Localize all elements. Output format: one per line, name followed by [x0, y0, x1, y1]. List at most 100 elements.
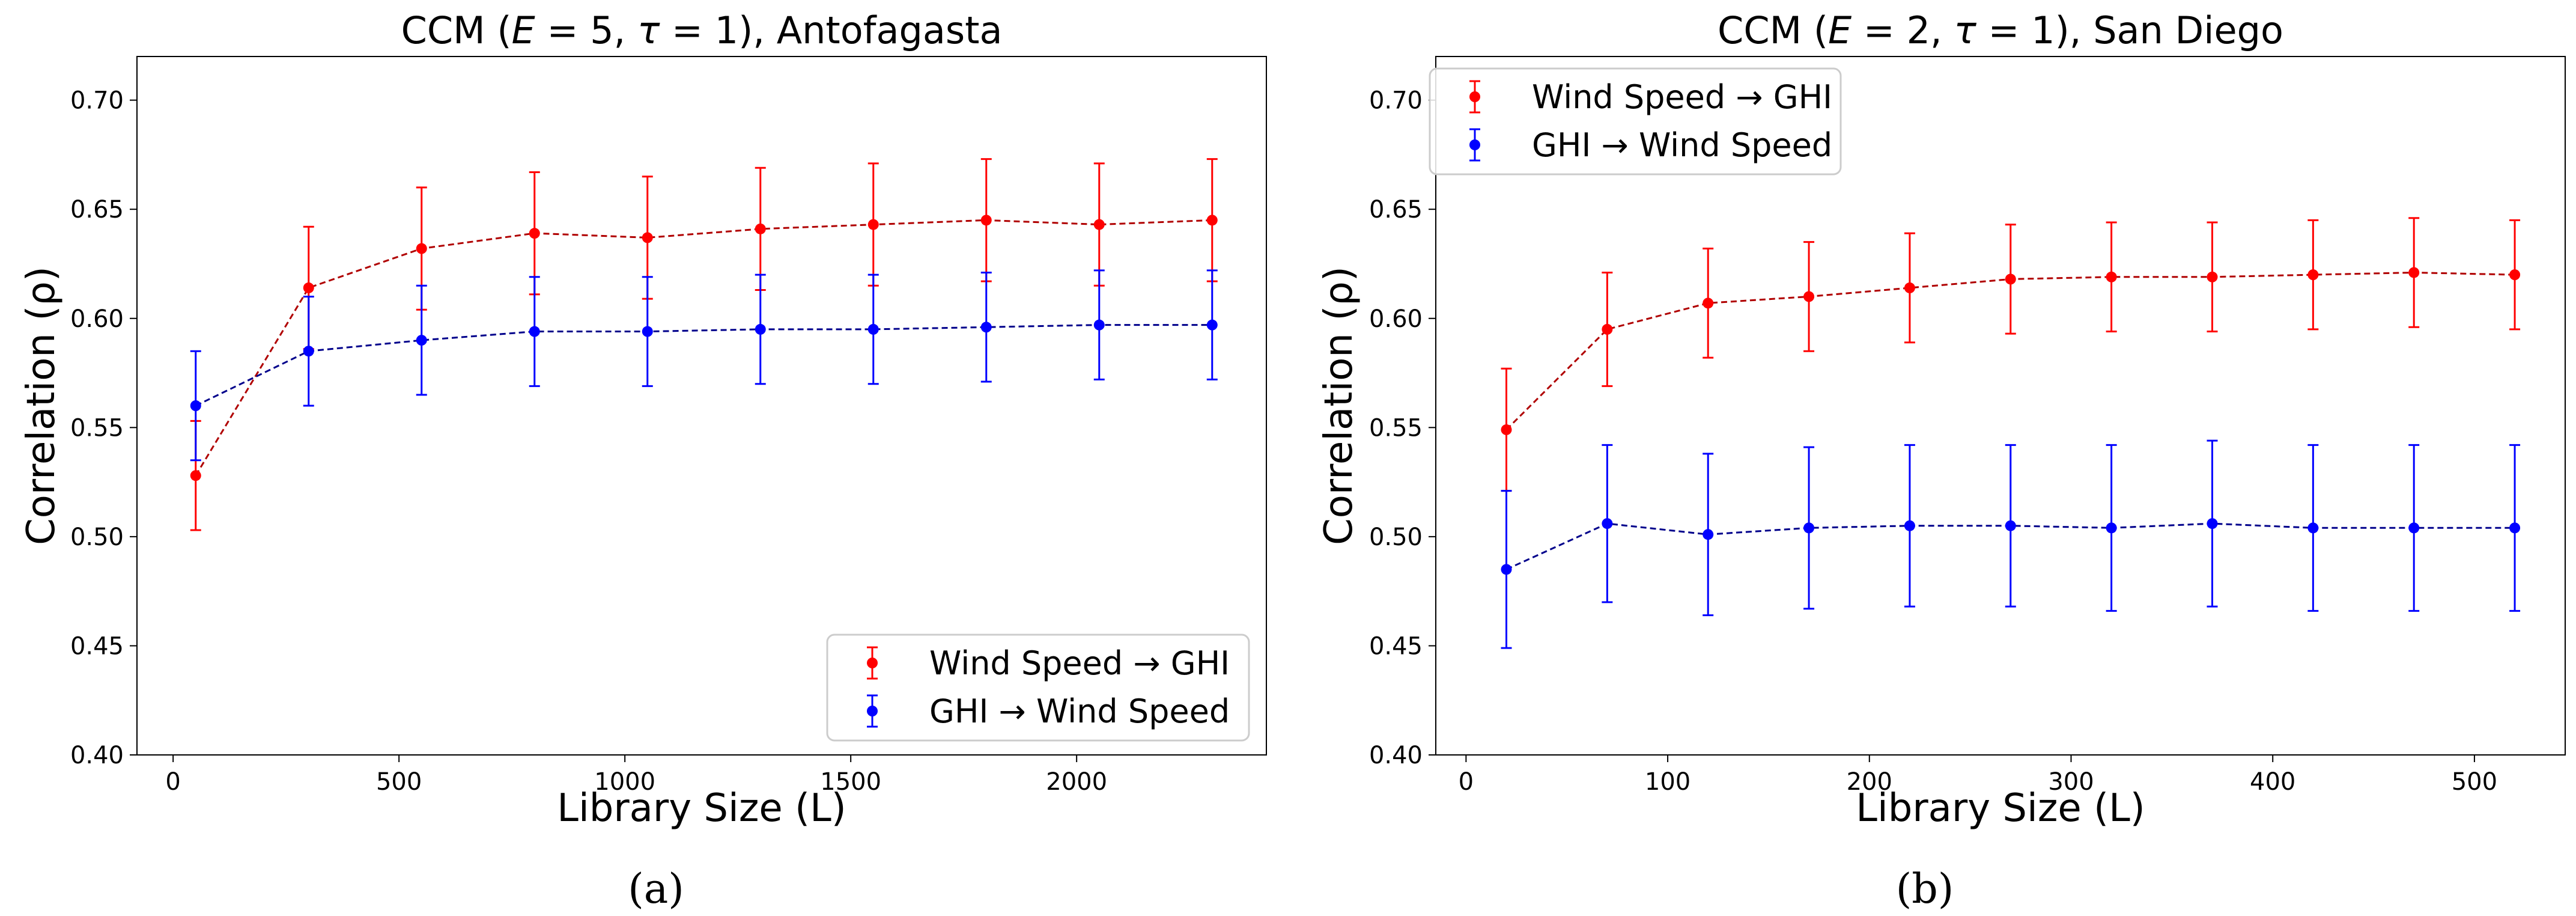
data-point	[2307, 269, 2319, 281]
data-point	[529, 326, 540, 337]
data-point	[980, 215, 992, 226]
series-blue	[190, 269, 1218, 462]
y-tick-label: 0.55	[70, 414, 124, 442]
x-axis-label: Library Size (L)	[1856, 786, 2145, 831]
data-point	[867, 219, 879, 230]
y-tick-label: 0.55	[1369, 414, 1423, 442]
data-point	[1703, 298, 1714, 309]
legend-label: Wind Speed → GHI	[929, 644, 1230, 682]
y-tick-label: 0.50	[70, 524, 124, 551]
chart-title: CCM (E = 5, τ = 1), Antofagasta	[401, 8, 1003, 52]
plot-area	[1435, 56, 2566, 756]
chart-title-part-0: CCM (	[401, 8, 512, 52]
legend-marker-dot	[1469, 139, 1480, 150]
x-tick-label: 300	[2048, 768, 2094, 796]
data-point	[303, 346, 314, 357]
x-tick-label: 400	[2250, 768, 2295, 796]
plot-area	[136, 56, 1267, 756]
chart-title-part-3: τ	[1954, 8, 1976, 52]
data-point	[1803, 522, 1815, 534]
y-tick-label: 0.60	[70, 305, 124, 333]
data-point	[1206, 319, 1218, 331]
data-point	[1501, 564, 1512, 575]
x-tick-label: 1500	[820, 768, 881, 796]
y-axis-label: Correlation (ρ)	[1317, 266, 1361, 545]
chart-b: CCM (E = 2, τ = 1), San Diego 0.40 0.45 0.5…	[1317, 8, 2566, 913]
y-tick-label: 0.50	[1369, 524, 1423, 551]
data-point	[867, 323, 879, 335]
chart-title-part-4: = 1), San Diego	[1976, 8, 2283, 52]
data-point	[1602, 323, 1613, 335]
series-line	[195, 219, 1212, 476]
data-point	[755, 323, 766, 335]
data-point	[2106, 271, 2117, 282]
x-tick-label: 0	[165, 768, 180, 796]
y-tick-label: 0.40	[1369, 742, 1423, 769]
x-tick-label: 0	[1459, 768, 1474, 796]
data-point	[1904, 520, 1915, 531]
data-point	[1703, 529, 1714, 540]
legend-box	[1429, 67, 1842, 176]
chart-a: CCM (E = 5, τ = 1), Antofagasta 0.40 0.45 0…	[19, 8, 1267, 913]
legend-marker-dot	[1469, 91, 1480, 102]
data-point	[2207, 271, 2218, 282]
x-tick-label: 100	[1645, 768, 1690, 796]
y-tick-label: 0.70	[70, 87, 124, 115]
y-tick-label: 0.65	[70, 196, 124, 224]
data-point	[1093, 219, 1105, 230]
data-point	[2408, 522, 2420, 534]
data-point	[529, 228, 540, 239]
x-tick-label: 2000	[1046, 768, 1107, 796]
y-tick-label: 0.45	[70, 632, 124, 660]
y-tick-label: 0.60	[1369, 305, 1423, 333]
chart-title-part-0: CCM (	[1718, 8, 1828, 52]
data-point	[642, 232, 653, 243]
chart-title: CCM (E = 2, τ = 1), San Diego	[1718, 8, 2283, 52]
data-point	[1904, 282, 1915, 293]
data-point	[1093, 319, 1105, 331]
chart-title-part-3: τ	[637, 8, 660, 52]
data-point	[2207, 518, 2218, 530]
data-point	[416, 243, 427, 254]
legend-box	[826, 634, 1250, 742]
x-tick-label: 500	[2452, 768, 2497, 796]
x-axis-label: Library Size (L)	[557, 786, 846, 831]
chart-title-part-2: = 2,	[1852, 8, 1954, 52]
data-point	[980, 322, 992, 333]
panel-label: (a)	[628, 866, 684, 913]
data-point	[2005, 520, 2016, 531]
data-point	[2509, 522, 2521, 534]
panel-label: (b)	[1896, 866, 1954, 913]
legend: Wind Speed → GHI GHI → Wind Speed	[826, 634, 1250, 742]
series-line	[195, 324, 1212, 407]
data-point	[1206, 215, 1218, 226]
data-point	[416, 335, 427, 346]
legend-label: Wind Speed → GHI	[1532, 78, 1832, 116]
y-axis-label: Correlation (ρ)	[19, 266, 64, 545]
y-tick-label: 0.45	[1369, 632, 1423, 660]
data-point	[2408, 267, 2420, 278]
x-tick-label: 1000	[594, 768, 655, 796]
data-point	[1501, 424, 1512, 435]
chart-title-part-1: E	[512, 8, 536, 52]
chart-title-part-1: E	[1828, 8, 1852, 52]
chart-title-part-2: = 5,	[535, 8, 637, 52]
legend-marker-dot	[867, 658, 878, 668]
data-point	[1602, 518, 1613, 530]
series-red	[1501, 217, 2521, 492]
y-tick-label: 0.65	[1369, 196, 1423, 224]
data-point	[642, 326, 653, 337]
legend: Wind Speed → GHI GHI → Wind Speed	[1429, 67, 1842, 176]
data-point	[303, 282, 314, 293]
data-point	[1803, 291, 1815, 302]
data-point	[2509, 269, 2521, 281]
data-point	[190, 400, 201, 411]
data-point	[2005, 273, 2016, 285]
x-tick-label: 200	[1847, 768, 1892, 796]
data-point	[2106, 522, 2117, 534]
legend-label: GHI → Wind Speed	[929, 692, 1230, 730]
y-tick-label: 0.70	[1369, 87, 1423, 115]
data-point	[2307, 522, 2319, 534]
data-point	[190, 470, 201, 481]
